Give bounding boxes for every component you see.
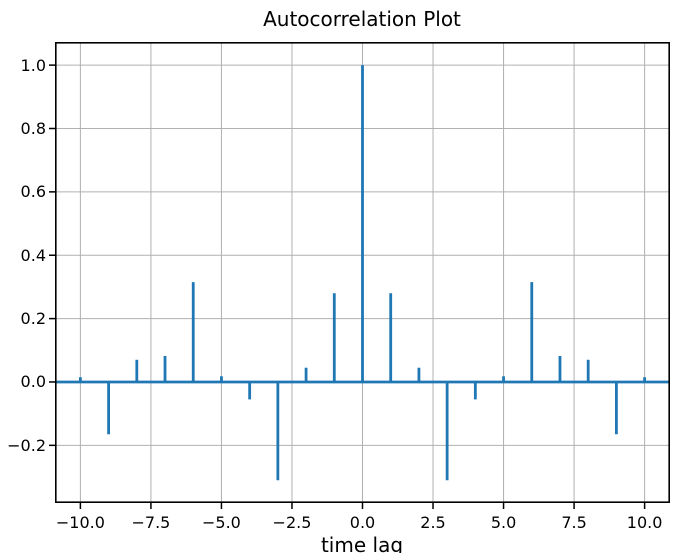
- x-tick-label: −5.0: [202, 513, 241, 532]
- x-tick-label: 7.5: [561, 513, 587, 532]
- y-tick-label: 0.4: [20, 245, 46, 265]
- y-tick-label: 0.8: [20, 118, 46, 138]
- axes-spines: [55, 42, 671, 503]
- chart-title: Autocorrelation Plot: [263, 7, 461, 31]
- x-tick-label: −2.5: [272, 513, 312, 532]
- y-tick-label: 0.2: [20, 309, 46, 329]
- x-axis-label: time lag: [320, 533, 404, 553]
- y-tick-label: −0.2: [7, 435, 46, 455]
- plot-area: [49, 42, 671, 509]
- y-tick-label: 0.0: [20, 372, 46, 392]
- y-tick-label: 1.0: [20, 55, 46, 75]
- y-tick-label: 0.6: [20, 182, 46, 202]
- x-tick-label: 2.5: [420, 513, 446, 532]
- x-tick-label: 5.0: [490, 513, 517, 532]
- x-tick-label: −10.0: [55, 513, 105, 532]
- x-tick-label: 0.0: [349, 513, 376, 532]
- x-tick-label: −7.5: [131, 513, 171, 532]
- x-tick-label: 10.0: [626, 513, 663, 532]
- plot-canvas: [49, 42, 671, 509]
